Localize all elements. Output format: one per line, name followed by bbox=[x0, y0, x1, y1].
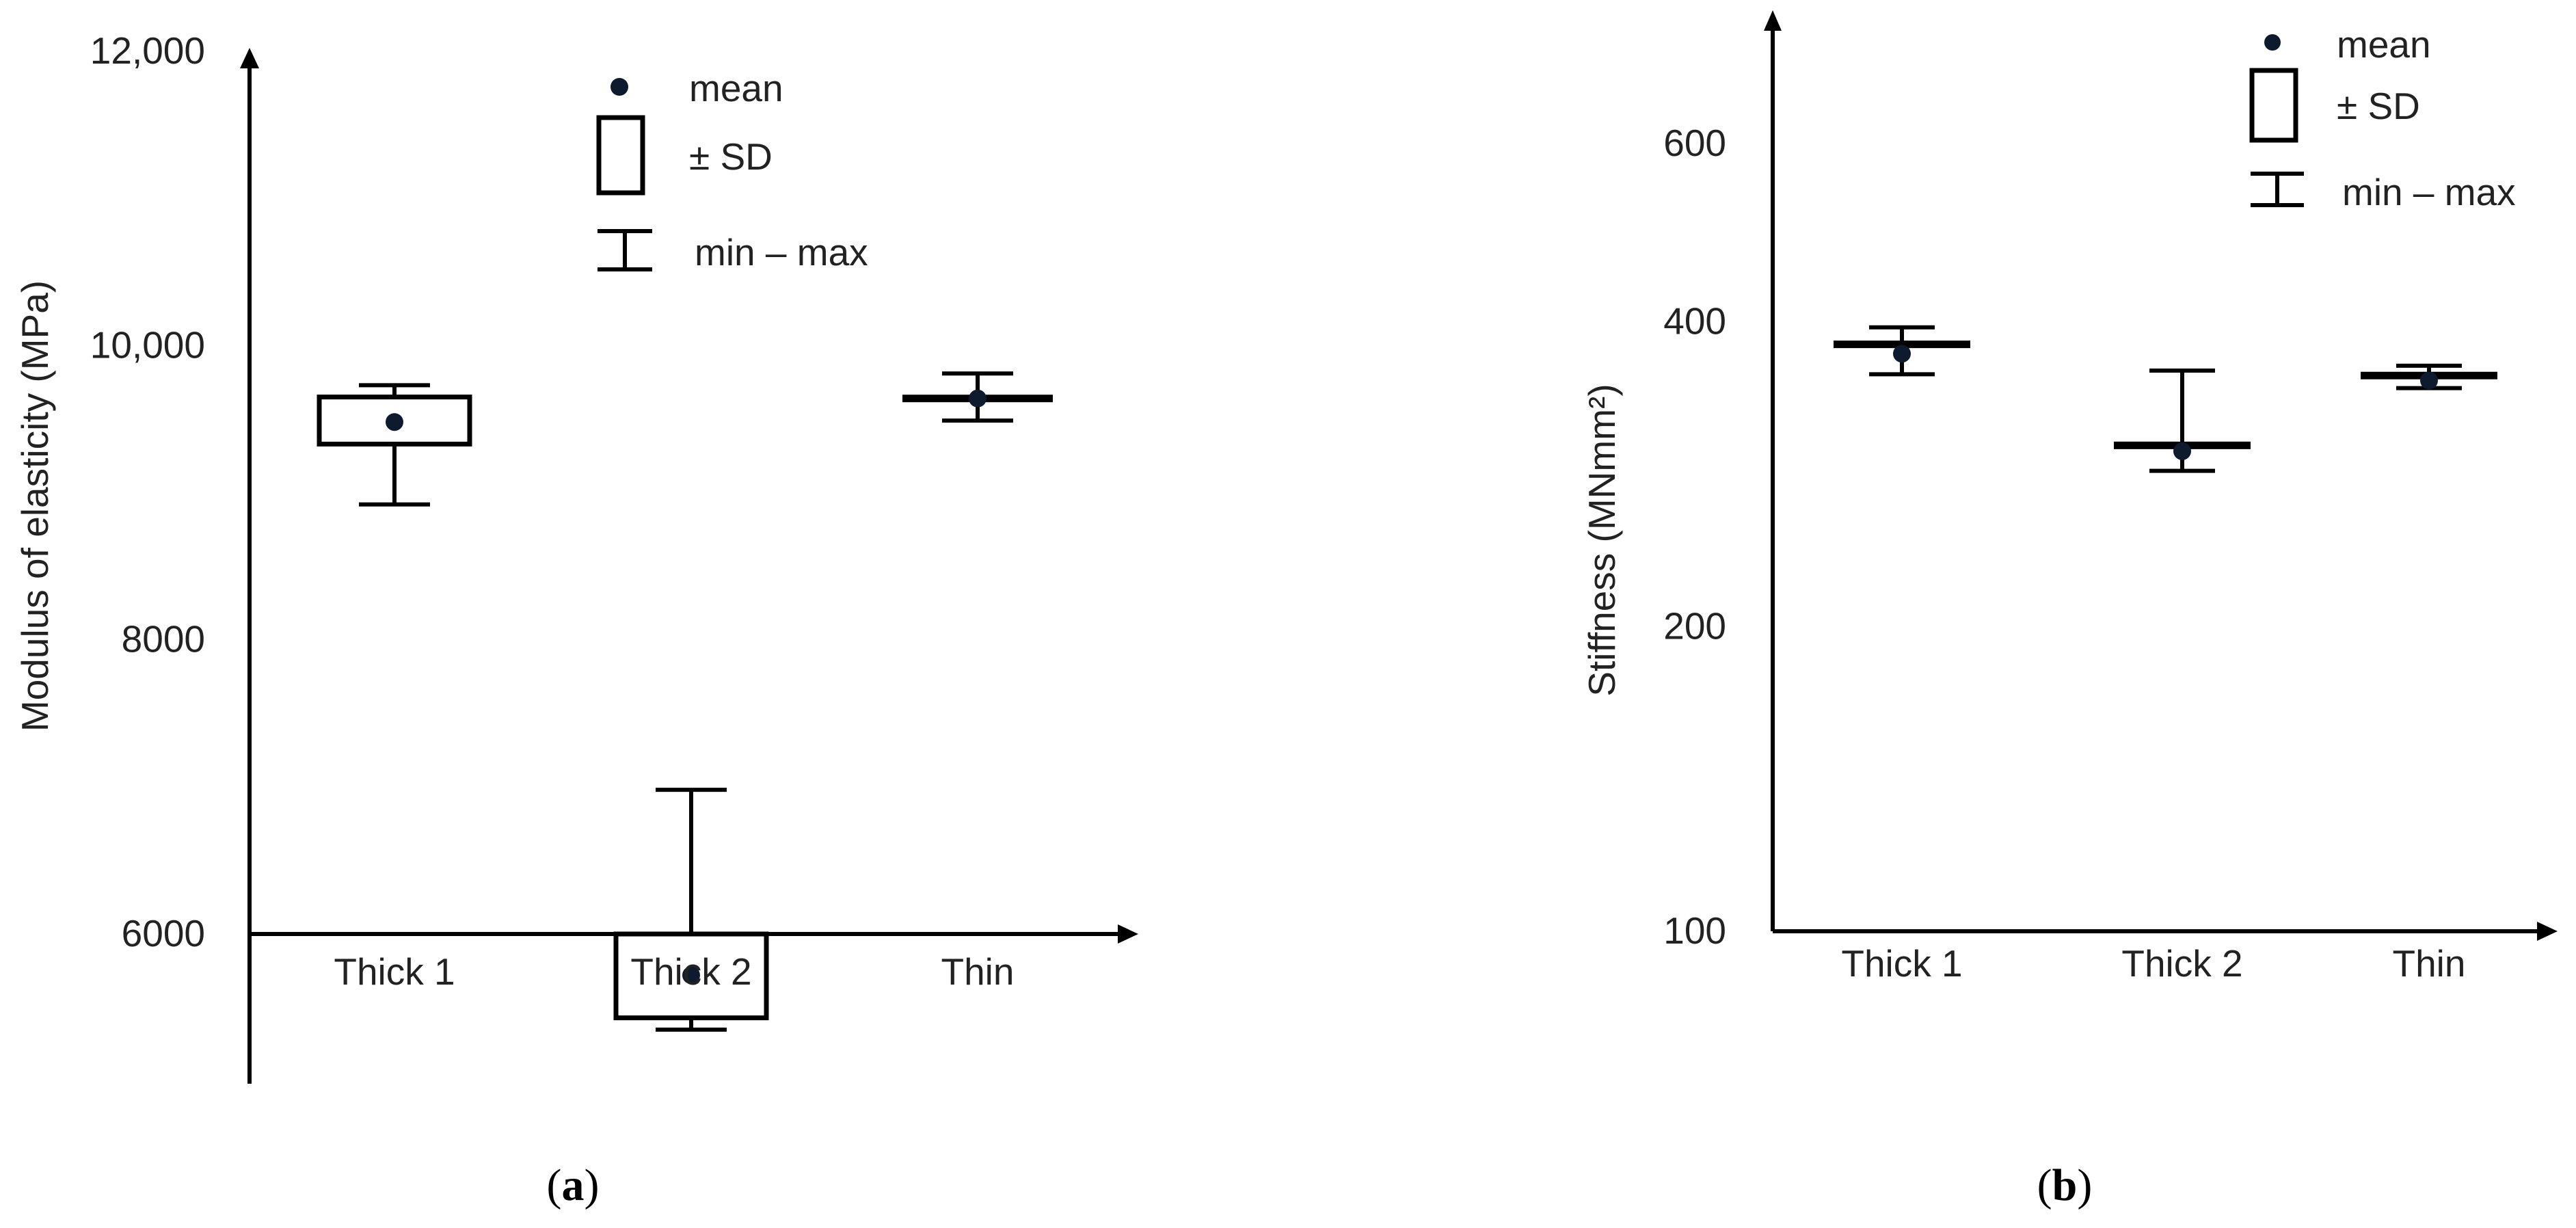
legend-sd-label-a: ± SD bbox=[689, 135, 773, 178]
y-tick-label: 400 bbox=[1663, 300, 1726, 343]
x-axis-arrow-b bbox=[2537, 922, 2558, 941]
y-tick-label: 600 bbox=[1663, 122, 1726, 164]
box-group bbox=[2114, 369, 2251, 473]
x-category-label: Thick 2 bbox=[2121, 942, 2242, 985]
box-group bbox=[613, 788, 769, 1032]
y-tick-label: 100 bbox=[1663, 909, 1726, 952]
box-group bbox=[2361, 363, 2497, 390]
y-axis-arrow-b bbox=[1764, 10, 1782, 31]
mean-marker bbox=[1893, 345, 1911, 363]
legend-mean-label-a: mean bbox=[689, 67, 783, 109]
mean-marker bbox=[386, 413, 403, 431]
y-tick-label: 8000 bbox=[122, 618, 205, 660]
y-axis-arrow-a bbox=[240, 48, 259, 68]
legend-sd-box-b bbox=[2249, 68, 2298, 143]
mean-marker bbox=[2420, 371, 2438, 390]
legend-sd-label-b: ± SD bbox=[2337, 85, 2420, 127]
box-group bbox=[902, 371, 1053, 423]
boxes-b bbox=[1834, 325, 2497, 473]
x-category-label: Thin bbox=[2393, 942, 2466, 985]
y-axis-title-a: Modulus of elasticity (MPa) bbox=[14, 280, 56, 732]
category-labels-a: Thick 1 Thick 2 Thin bbox=[334, 950, 1014, 993]
y-tick-label: 6000 bbox=[122, 912, 205, 955]
y-tick-label: 200 bbox=[1663, 604, 1726, 647]
box-group bbox=[1834, 325, 1970, 377]
legend-sd-box-a bbox=[596, 115, 645, 196]
x-category-label: Thin bbox=[941, 950, 1015, 993]
legend-mean-marker-b bbox=[2264, 34, 2281, 51]
category-labels-b: Thick 1 Thick 2 Thin bbox=[1841, 942, 2465, 985]
x-category-label: Thick 1 bbox=[334, 950, 455, 993]
y-tick-label: 10,000 bbox=[90, 323, 205, 366]
panel-label-a: (a) bbox=[547, 1160, 600, 1210]
y-ticks-b: 100 200 400 600 bbox=[1663, 122, 1726, 952]
legend-range-label-b: min – max bbox=[2342, 171, 2516, 213]
legend-mean-marker-a bbox=[611, 78, 628, 96]
mean-marker bbox=[969, 389, 987, 408]
x-category-label: Thick 2 bbox=[630, 950, 751, 993]
x-axis-arrow-a bbox=[1118, 924, 1138, 944]
mean-marker bbox=[2173, 442, 2191, 460]
panel-label-b: (b) bbox=[2037, 1160, 2093, 1210]
mean-marker bbox=[682, 966, 700, 985]
x-category-label: Thick 1 bbox=[1841, 942, 1962, 985]
box-group bbox=[317, 383, 472, 507]
y-tick-label: 12,000 bbox=[90, 29, 205, 72]
chart-a: Modulus of elasticity (MPa) 6000 8000 10,0… bbox=[14, 29, 1138, 1210]
y-axis-title-b: Stiffness (MNmm²) bbox=[1581, 384, 1623, 696]
boxes-a bbox=[317, 371, 1053, 1032]
legend-b: mean ± SD min – max bbox=[2249, 23, 2516, 213]
legend-range-label-a: min – max bbox=[695, 231, 868, 273]
legend-a: mean ± SD min – max bbox=[596, 67, 868, 273]
legend-mean-label-b: mean bbox=[2337, 23, 2431, 66]
y-ticks-a: 6000 8000 10,000 12,000 bbox=[90, 29, 205, 955]
